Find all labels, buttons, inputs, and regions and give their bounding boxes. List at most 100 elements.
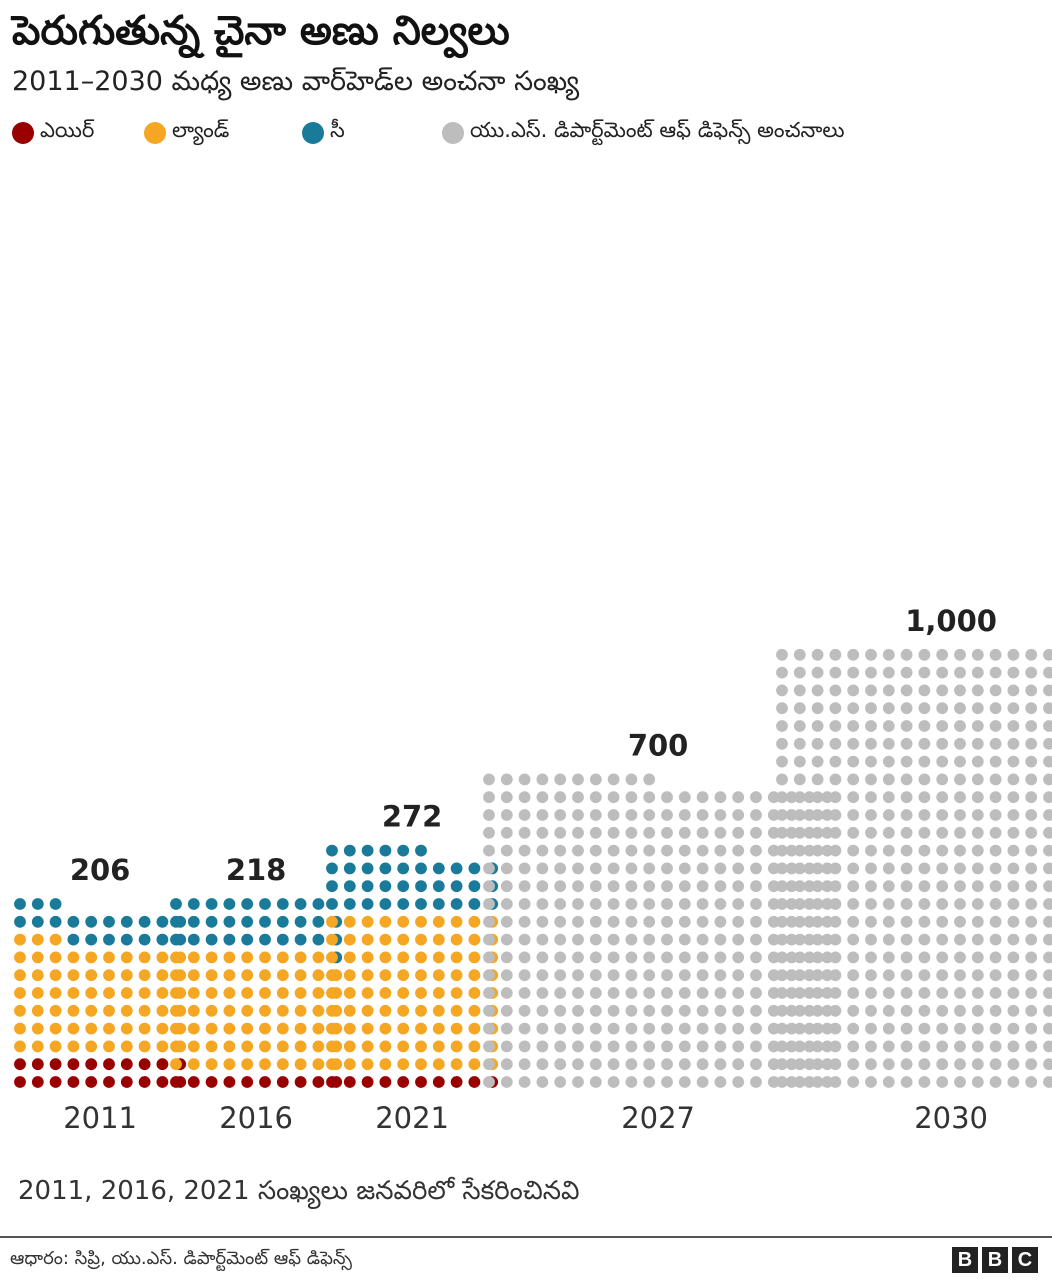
dot-estimate <box>785 1040 798 1053</box>
dot-estimate <box>918 987 931 999</box>
dot-estimate <box>918 898 931 910</box>
dot-estimate <box>554 1040 567 1053</box>
dot-land <box>312 1040 325 1053</box>
dot-land <box>468 1040 481 1053</box>
dot-estimate <box>829 987 842 999</box>
dot-sea <box>85 915 98 928</box>
dot-estimate <box>572 773 584 786</box>
dot-sea <box>187 933 200 946</box>
dot-estimate <box>865 791 877 804</box>
dot-estimate <box>793 1004 806 1017</box>
dot-estimate <box>714 791 727 804</box>
dot-estimate <box>483 844 495 857</box>
dot-estimate <box>829 969 842 982</box>
dot-sea <box>450 898 463 910</box>
dot-land <box>276 1022 289 1035</box>
dot-estimate <box>936 880 949 893</box>
dot-estimate <box>1043 1076 1052 1088</box>
dot-estimate <box>643 862 656 875</box>
dot-land <box>468 933 481 946</box>
dot-land <box>14 987 26 999</box>
dot-land <box>156 1022 169 1035</box>
dot-estimate <box>625 826 638 839</box>
dot-land <box>312 987 325 999</box>
dot-estimate <box>954 915 966 928</box>
dot-estimate <box>483 969 495 982</box>
dot-land <box>67 987 80 999</box>
dot-sea <box>379 844 392 857</box>
dot-estimate <box>1025 755 1038 768</box>
dot-estimate <box>900 737 913 750</box>
dot-estimate <box>554 791 567 804</box>
dot-estimate <box>847 969 860 982</box>
dot-land <box>397 987 410 999</box>
dot-land <box>103 1004 115 1017</box>
dot-estimate <box>1007 737 1020 750</box>
dot-estimate <box>865 826 877 839</box>
dot-estimate <box>811 1058 824 1071</box>
dot-estimate <box>882 826 895 839</box>
dot-estimate <box>483 1004 495 1017</box>
dot-estimate <box>954 1004 966 1017</box>
dot-estimate <box>696 809 709 821</box>
legend-label-sea: సీ <box>330 118 345 142</box>
dot-estimate <box>900 951 913 964</box>
dot-air <box>259 1076 271 1088</box>
dot-estimate <box>918 1040 931 1053</box>
dot-land <box>103 951 115 964</box>
dot-estimate <box>811 1076 824 1088</box>
dot-estimate <box>847 844 860 857</box>
dot-estimate <box>811 1022 824 1035</box>
dot-land <box>138 987 151 999</box>
dot-land <box>49 1040 62 1053</box>
dot-estimate <box>847 933 860 946</box>
dot-estimate <box>500 933 513 946</box>
dot-estimate <box>678 933 691 946</box>
dot-land <box>138 1022 151 1035</box>
dot-estimate <box>847 1040 860 1053</box>
dot-sea <box>312 915 325 928</box>
dot-estimate <box>821 809 834 821</box>
dot-estimate <box>678 969 691 982</box>
dot-estimate <box>882 755 895 768</box>
dot-sea <box>223 933 236 946</box>
dot-estimate <box>1043 1040 1052 1053</box>
dot-estimate <box>829 1040 842 1053</box>
dot-land <box>294 969 307 982</box>
dot-estimate <box>936 1076 949 1088</box>
dot-estimate <box>625 880 638 893</box>
dot-land <box>170 1022 182 1035</box>
dot-estimate <box>936 1022 949 1035</box>
dot-estimate <box>918 809 931 821</box>
dot-sea <box>343 862 356 875</box>
dot-estimate <box>803 933 816 946</box>
dot-estimate <box>607 880 620 893</box>
dot-sea <box>14 898 26 910</box>
dot-estimate <box>847 1004 860 1017</box>
dot-land <box>432 915 445 928</box>
dot-estimate <box>865 1058 877 1071</box>
dot-estimate <box>803 1004 816 1017</box>
dot-estimate <box>821 844 834 857</box>
dot-estimate <box>918 755 931 768</box>
dot-estimate <box>1025 951 1038 964</box>
dot-estimate <box>1025 737 1038 750</box>
dot-estimate <box>483 826 495 839</box>
dot-estimate <box>900 1040 913 1053</box>
dot-sea <box>415 862 427 875</box>
dot-estimate <box>989 773 1002 786</box>
dot-estimate <box>625 791 638 804</box>
dot-estimate <box>882 809 895 821</box>
dot-sea <box>432 862 445 875</box>
dot-air <box>120 1058 133 1071</box>
dot-estimate <box>554 951 567 964</box>
dot-land <box>276 1040 289 1053</box>
dot-estimate <box>971 1004 984 1017</box>
dot-estimate <box>1007 915 1020 928</box>
dot-estimate <box>1043 933 1052 946</box>
dot-land <box>432 1004 445 1017</box>
dot-estimate <box>696 1004 709 1017</box>
dot-land <box>415 969 427 982</box>
dot-land <box>120 1022 133 1035</box>
dot-sea <box>120 933 133 946</box>
